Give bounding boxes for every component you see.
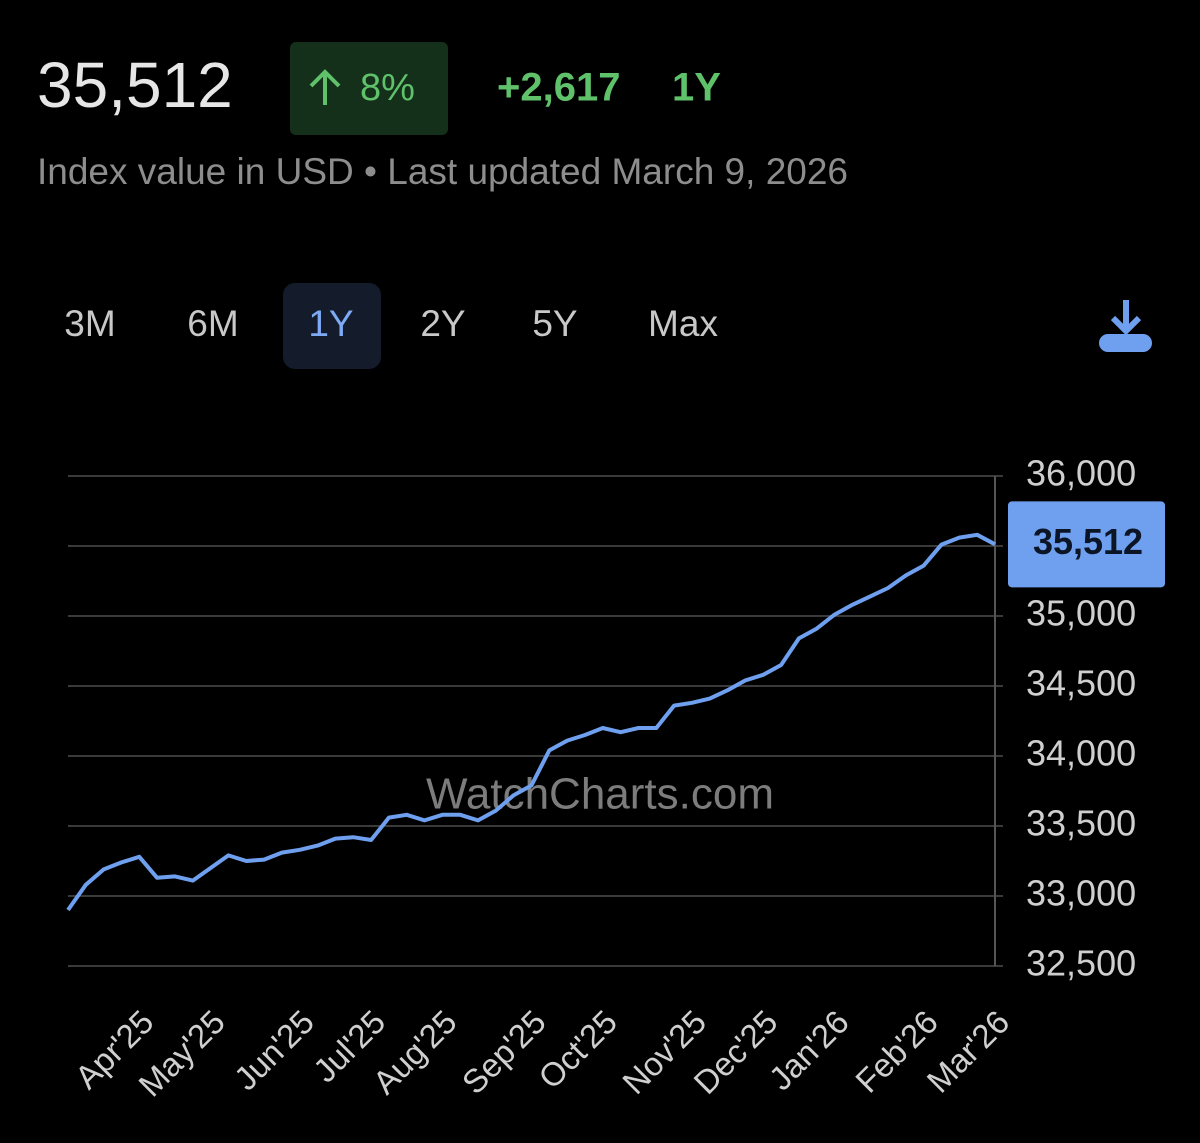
subtitle: Index value in USD • Last updated March …	[37, 151, 848, 192]
tab-label: 3M	[64, 303, 115, 344]
tab-label: 5Y	[532, 303, 577, 344]
change-pct: 8%	[360, 67, 415, 109]
current-value-badge	[1008, 501, 1165, 588]
change-badge	[290, 42, 448, 135]
y-tick-label: 33,500	[1026, 803, 1136, 844]
price: 35,512	[37, 49, 233, 121]
y-tick-label: 34,000	[1026, 733, 1136, 774]
y-tick-label: 36,000	[1026, 453, 1136, 494]
download-icon[interactable]	[1099, 300, 1152, 352]
current-value-label: 35,512	[1033, 521, 1143, 562]
tab-label: 2Y	[420, 303, 465, 344]
download-arrow	[1110, 300, 1142, 336]
change-period: 1Y	[672, 66, 721, 110]
tab[interactable]: Max	[648, 303, 718, 344]
y-tick-label: 35,000	[1026, 593, 1136, 634]
tab-highlight	[283, 283, 381, 369]
tab[interactable]: 2Y	[420, 303, 465, 344]
tab[interactable]: 3M	[64, 303, 115, 344]
y-tick-label: 32,500	[1026, 943, 1136, 984]
y-tick-label: 33,000	[1026, 873, 1136, 914]
tabs: 3M 6M 1Y 2Y 5Y Max	[64, 283, 718, 369]
tab[interactable]: 5Y	[532, 303, 577, 344]
price-line	[66, 532, 996, 912]
download-tray	[1099, 334, 1152, 352]
tab-label: 6M	[187, 303, 238, 344]
tab-label: 1Y	[308, 303, 353, 344]
up-arrow	[309, 69, 341, 105]
tab[interactable]: 1Y	[283, 283, 381, 369]
y-tick-label: 34,500	[1026, 663, 1136, 704]
tab[interactable]: 6M	[187, 303, 238, 344]
watermark: WatchCharts.com	[426, 770, 774, 819]
tab-label: Max	[648, 303, 718, 344]
change-abs: +2,617	[497, 66, 620, 110]
